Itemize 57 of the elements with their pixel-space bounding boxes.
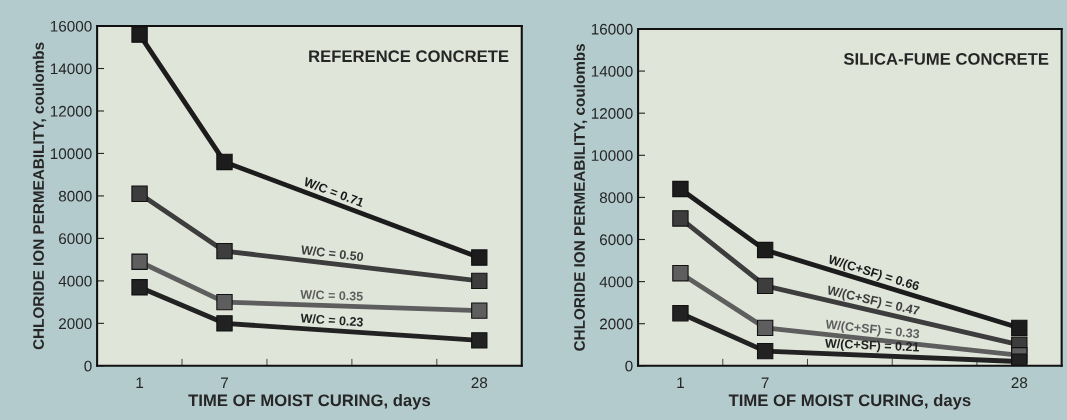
text: W/C = 0.50 xyxy=(300,244,364,262)
point xyxy=(672,264,689,282)
series-label: W/C = 0.35 xyxy=(300,289,363,301)
y-tick-label: 6000 xyxy=(600,234,633,246)
x-tick-label: 1 xyxy=(136,377,144,388)
y-tick-label: 8000 xyxy=(599,192,633,204)
point xyxy=(672,180,689,198)
y-tick-label: 16000 xyxy=(50,20,92,32)
y-tick-label: 14000 xyxy=(591,65,633,77)
point xyxy=(131,279,148,296)
text: W/C = 0.71 xyxy=(302,176,365,208)
x-tick-label: 28 xyxy=(471,377,488,389)
x-tick-label: 1 xyxy=(677,377,684,388)
y-tick-label: 4000 xyxy=(58,275,92,287)
text: W/(C+SF) = 0.33 xyxy=(825,319,920,339)
y-tick-label: 12000 xyxy=(591,108,633,119)
x-axis-title: TIME OF MOIST CURING, days xyxy=(188,393,431,410)
x-tick-label: 7 xyxy=(761,377,769,388)
series-label: W/(C+SF) = 0.21 xyxy=(824,338,920,354)
y-tick-label: 12000 xyxy=(50,105,92,117)
y-tick-label: 16000 xyxy=(591,23,633,35)
point xyxy=(216,242,233,260)
point xyxy=(471,302,488,319)
point xyxy=(756,319,774,337)
point xyxy=(756,277,774,295)
point xyxy=(216,315,233,332)
y-tick-label: 2000 xyxy=(59,318,92,330)
text: SILICA-FUME CONCRETE xyxy=(843,53,1049,65)
y-tick-label: 14000 xyxy=(50,63,92,75)
y-tick-label: 2000 xyxy=(599,318,633,330)
point xyxy=(471,332,488,349)
x-tick-label: 28 xyxy=(1011,377,1028,389)
point xyxy=(216,153,233,171)
point xyxy=(672,210,689,227)
y-axis-title: CHLORIDE ION PERMEABILITY, coulombs xyxy=(32,42,47,350)
point xyxy=(756,342,774,360)
y-tick-label: 6000 xyxy=(59,233,92,245)
point xyxy=(471,249,488,266)
y-tick-label: 4000 xyxy=(599,276,633,288)
point xyxy=(756,241,774,259)
y-tick-label: 8000 xyxy=(58,190,92,202)
point xyxy=(1011,319,1028,337)
y-tick-label: 10000 xyxy=(591,150,633,161)
y-tick-label: 10000 xyxy=(50,148,92,160)
y-tick-label: 0 xyxy=(84,360,92,372)
y-axis-title: CHLORIDE ION PERMEABILITY, coulombs xyxy=(573,43,588,351)
point xyxy=(216,293,233,311)
x-tick-label: 7 xyxy=(221,377,228,388)
point xyxy=(672,304,689,322)
y-tick-label: 0 xyxy=(625,360,633,372)
point xyxy=(131,26,148,43)
x-axis-title: TIME OF MOIST CURING, days xyxy=(728,393,971,410)
text: REFERENCE CONCRETE xyxy=(309,50,509,63)
point xyxy=(131,253,148,270)
series-label: W/C = 0.23 xyxy=(300,313,364,327)
point xyxy=(131,185,148,203)
point xyxy=(471,272,488,290)
